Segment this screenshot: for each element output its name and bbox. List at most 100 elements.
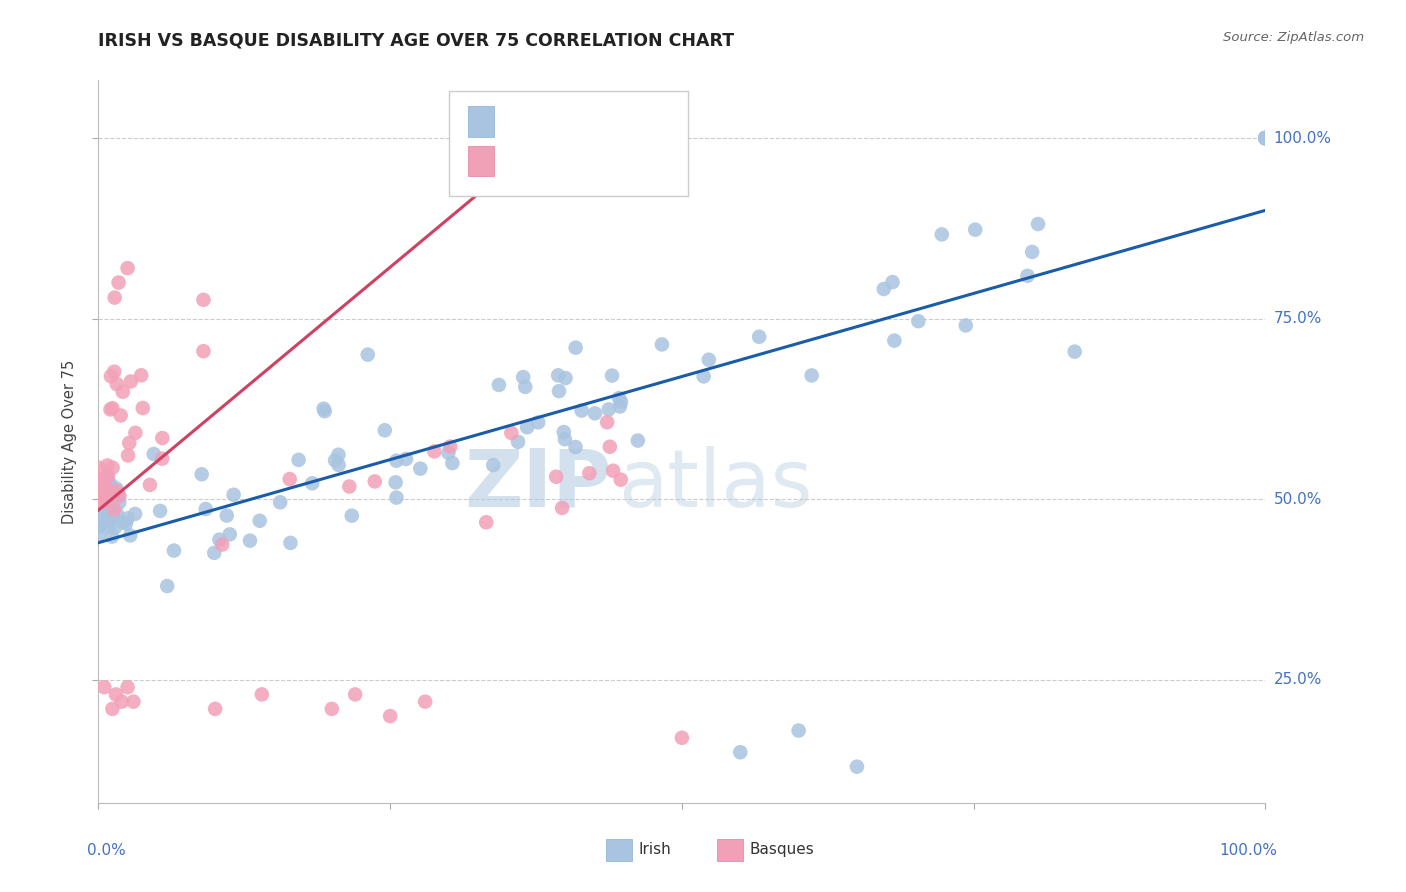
Point: [90, 493, 112, 508]
Point: [132, 401, 155, 415]
Point: [374, 423, 396, 437]
Point: [98, 507, 121, 521]
Point: [1254, 131, 1277, 145]
Point: [671, 731, 693, 745]
Point: [578, 466, 600, 480]
Point: [97, 500, 120, 514]
Point: [94, 483, 117, 497]
Point: [239, 533, 262, 548]
Point: [249, 514, 271, 528]
Text: ZIP: ZIP: [464, 446, 612, 524]
Point: [104, 687, 127, 701]
Point: [122, 695, 145, 709]
Point: [87, 473, 110, 487]
Point: [546, 469, 568, 483]
Point: [955, 318, 977, 333]
Point: [609, 400, 631, 414]
Point: [94, 482, 117, 496]
Point: [91, 494, 114, 508]
Point: [441, 456, 464, 470]
Point: [150, 451, 173, 466]
Point: [553, 425, 575, 439]
Point: [1021, 244, 1043, 259]
Point: [90, 511, 112, 525]
Text: Irish: Irish: [638, 842, 672, 857]
Point: [93, 504, 115, 518]
Point: [692, 369, 714, 384]
Point: [104, 483, 127, 498]
Point: [117, 449, 139, 463]
Point: [108, 489, 131, 503]
Point: [385, 454, 408, 468]
Point: [409, 461, 432, 475]
Point: [800, 368, 823, 383]
Point: [344, 687, 367, 701]
Point: [90, 484, 112, 499]
Point: [91, 486, 114, 500]
Point: [564, 440, 586, 454]
Point: [94, 494, 117, 508]
Point: [93, 680, 115, 694]
Point: [91, 479, 114, 493]
Point: [87, 502, 110, 516]
Point: [93, 488, 115, 502]
Point: [118, 436, 141, 450]
Point: [1254, 131, 1277, 145]
Point: [89, 483, 111, 498]
Point: [89, 497, 111, 511]
Point: [278, 472, 301, 486]
Point: [554, 432, 576, 446]
Point: [89, 493, 111, 508]
Point: [328, 458, 350, 472]
Point: [100, 369, 122, 384]
Text: 100.0%: 100.0%: [1219, 843, 1277, 857]
Text: R = 0.338: R = 0.338: [506, 153, 586, 169]
Point: [328, 448, 350, 462]
Point: [547, 368, 569, 383]
Point: [218, 527, 240, 541]
Point: [101, 509, 124, 524]
Point: [610, 473, 633, 487]
Point: [94, 492, 117, 507]
Point: [194, 502, 217, 516]
Point: [564, 341, 586, 355]
Point: [105, 377, 128, 392]
Point: [516, 420, 538, 434]
Point: [89, 494, 111, 508]
Point: [602, 464, 624, 478]
Point: [90, 495, 112, 509]
Point: [96, 491, 118, 505]
Point: [105, 482, 128, 496]
Point: [515, 380, 537, 394]
Point: [105, 506, 128, 520]
Point: [89, 515, 111, 529]
Text: atlas: atlas: [617, 446, 813, 524]
Point: [287, 453, 309, 467]
Point: [607, 391, 630, 405]
Point: [697, 352, 720, 367]
Point: [907, 314, 929, 328]
Point: [124, 507, 146, 521]
Point: [89, 493, 111, 508]
Point: [108, 495, 131, 509]
Point: [149, 504, 172, 518]
Point: [120, 375, 142, 389]
Point: [97, 492, 120, 507]
Point: [931, 227, 953, 242]
Point: [117, 261, 139, 276]
Point: [89, 513, 111, 527]
Point: [101, 508, 124, 523]
Point: [97, 490, 120, 504]
Text: 100.0%: 100.0%: [1274, 130, 1331, 145]
Point: [965, 222, 987, 236]
Point: [93, 481, 115, 495]
Point: [107, 276, 129, 290]
Point: [112, 516, 135, 530]
FancyBboxPatch shape: [449, 91, 688, 196]
Point: [1254, 131, 1277, 145]
Text: Basques: Basques: [749, 842, 814, 857]
Point: [364, 475, 387, 489]
Point: [94, 488, 117, 502]
Point: [150, 431, 173, 445]
Point: [96, 509, 118, 524]
